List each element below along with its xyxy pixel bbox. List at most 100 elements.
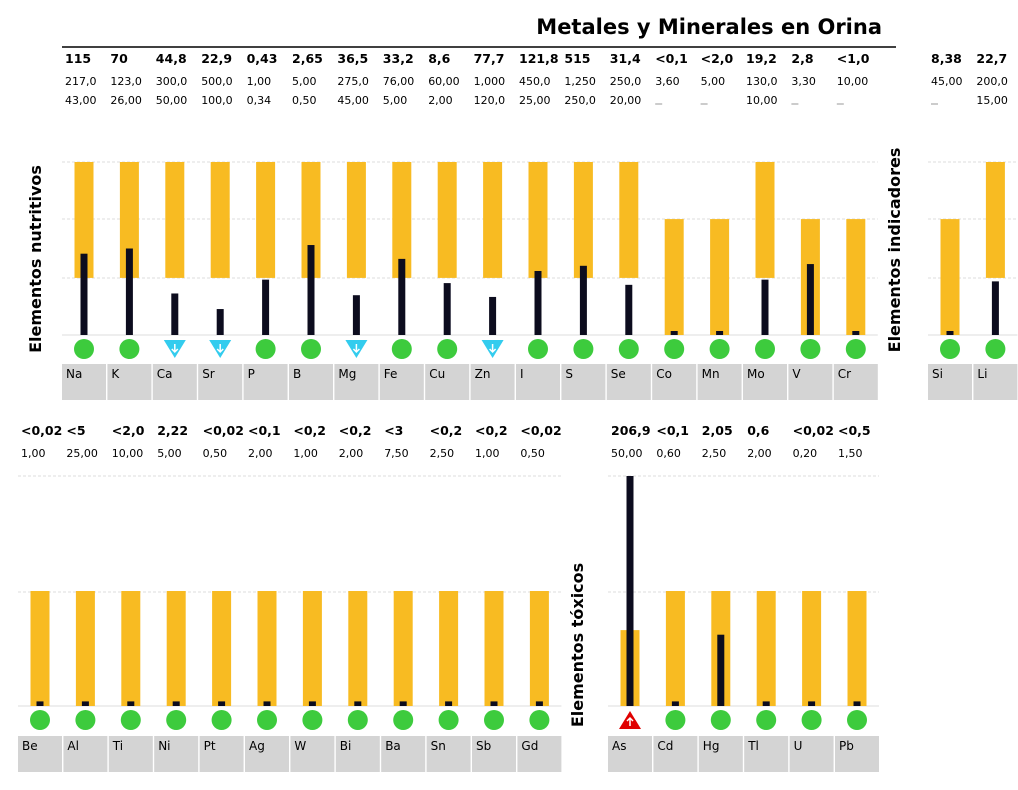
- category-box: [334, 364, 379, 400]
- value-label: <0,02: [21, 423, 62, 438]
- lower-limit: 250,0: [564, 94, 596, 107]
- element-Ca[interactable]: 44,8 300,0 50,00 Ca: [152, 51, 197, 400]
- lower-limit: 20,00: [610, 94, 642, 107]
- upper-limit: 1,250: [564, 75, 596, 88]
- lower-limit: 25,00: [519, 94, 551, 107]
- element-W[interactable]: <0,2 1,00 W: [290, 423, 335, 772]
- reference-range: [74, 162, 94, 278]
- element-I[interactable]: 121,8 450,0 25,00 I: [516, 51, 560, 400]
- category-box: [198, 364, 243, 400]
- element-P[interactable]: 0,43 1,00 0,34 P: [243, 51, 288, 400]
- category-label: V: [792, 367, 801, 381]
- down-arrow-icon: [216, 344, 224, 354]
- reference-range: [755, 162, 775, 278]
- element-Li[interactable]: 22,7 200,0 15,00 Li: [973, 51, 1018, 400]
- measured-bar: [534, 270, 542, 335]
- value-label: <0,2: [475, 423, 508, 438]
- status-ok-icon: [618, 339, 639, 359]
- upper-limit: 3,60: [655, 75, 680, 88]
- category-label: I: [520, 367, 524, 381]
- element-V[interactable]: 2,8 3,30 V: [788, 51, 833, 400]
- element-Gd[interactable]: <0,02 0,50 Gd: [517, 423, 562, 772]
- element-Mn[interactable]: <2,0 5,00 Mn: [697, 51, 742, 400]
- status-ok-icon: [484, 710, 504, 730]
- element-Tl[interactable]: 0,6 2,00 Tl: [744, 423, 789, 772]
- value-label: 22,9: [201, 51, 232, 66]
- category-box: [379, 364, 424, 400]
- element-Sb[interactable]: <0,2 1,00 Sb: [472, 423, 516, 772]
- lower-limit: 15,00: [976, 94, 1008, 107]
- category-label: Gd: [521, 739, 538, 753]
- element-Fe[interactable]: 33,2 76,00 5,00 Fe: [379, 51, 424, 400]
- category-box: [653, 736, 698, 772]
- element-S[interactable]: 515 1,250 250,0 S: [561, 51, 606, 400]
- measured-bar: [625, 284, 633, 335]
- category-box: [290, 736, 335, 772]
- element-Bi[interactable]: <0,2 2,00 Bi: [335, 423, 380, 772]
- element-U[interactable]: <0,02 0,20 U: [789, 423, 834, 772]
- panel-1: 8,38 45,00 Si 22,7 200,0 15,00 Li: [928, 51, 1018, 400]
- element-Cr[interactable]: <1,0 10,00 Cr: [833, 51, 878, 400]
- status-ok-icon: [74, 339, 94, 359]
- reference-range: [302, 591, 322, 706]
- measured-bar: [853, 701, 861, 706]
- category-box: [608, 736, 652, 772]
- upper-limit: 2,50: [702, 447, 727, 460]
- status-ok-icon: [211, 710, 232, 730]
- measured-bar: [671, 701, 679, 706]
- reference-range: [483, 162, 503, 278]
- category-label: Be: [22, 739, 38, 753]
- value-label: 121,8: [519, 51, 559, 66]
- value-label: 19,2: [746, 51, 777, 66]
- value-label: 70: [110, 51, 128, 66]
- category-box: [744, 736, 789, 772]
- element-Se[interactable]: 31,4 250,0 20,00 Se: [606, 51, 651, 400]
- category-label: Sb: [476, 739, 491, 753]
- element-Si[interactable]: 8,38 45,00 Si: [928, 51, 972, 400]
- category-box: [835, 736, 879, 772]
- status-ok-icon: [529, 710, 550, 730]
- lower-limit: 50,00: [156, 94, 188, 107]
- element-Sr[interactable]: 22,9 500,0 100,0 Sr: [198, 51, 243, 400]
- element-B[interactable]: 2,65 5,00 0,50 B: [289, 51, 333, 400]
- element-Pb[interactable]: <0,5 1,50 Pb: [835, 423, 879, 772]
- element-Sn[interactable]: <0,2 2,50 Sn: [426, 423, 471, 772]
- category-label: U: [794, 739, 803, 753]
- element-Pt[interactable]: <0,02 0,50 Pt: [199, 423, 244, 772]
- element-As[interactable]: 206,9 50,00 As: [608, 423, 652, 772]
- category-label: S: [565, 367, 573, 381]
- category-label: Ca: [157, 367, 173, 381]
- element-Be[interactable]: <0,02 1,00 Be: [18, 423, 62, 772]
- side-label-toxicos: Elementos tóxicos: [568, 563, 587, 727]
- measured-bar: [761, 279, 769, 335]
- value-label: 0,43: [247, 51, 278, 66]
- upper-limit: 2,00: [747, 447, 772, 460]
- measured-bar: [352, 295, 360, 335]
- element-Cd[interactable]: <0,1 0,60 Cd: [653, 423, 698, 772]
- measured-bar: [36, 701, 44, 706]
- element-Al[interactable]: <5 25,00 Al: [63, 423, 108, 772]
- reference-range: [256, 162, 276, 278]
- element-Hg[interactable]: 2,05 2,50 Hg: [698, 423, 743, 772]
- value-label: 2,05: [702, 423, 733, 438]
- category-box: [289, 364, 333, 400]
- element-Zn[interactable]: 77,7 1,000 120,0 Zn: [470, 51, 515, 400]
- element-Mo[interactable]: 19,2 130,0 10,00 Mo: [743, 51, 787, 400]
- element-K[interactable]: 70 123,0 26,00 K: [107, 51, 152, 400]
- category-box: [928, 364, 972, 400]
- category-label: Ni: [158, 739, 170, 753]
- element-Co[interactable]: <0,1 3,60 Co: [652, 51, 697, 400]
- status-ok-icon: [845, 339, 866, 359]
- element-Mg[interactable]: 36,5 275,0 45,00 Mg: [334, 51, 379, 400]
- element-Cu[interactable]: 8,6 60,00 2,00 Cu: [425, 51, 470, 400]
- element-Ti[interactable]: <2,0 10,00 Ti: [108, 423, 153, 772]
- value-label: 8,38: [931, 51, 962, 66]
- measured-bar: [445, 701, 453, 706]
- chart-title: Metales y Minerales en Orina: [536, 15, 882, 39]
- category-box: [472, 736, 516, 772]
- element-Ni[interactable]: 2,22 5,00 Ni: [154, 423, 199, 772]
- category-label: Co: [656, 367, 672, 381]
- element-Na[interactable]: 115 217,0 43,00 Na: [62, 51, 106, 400]
- element-Ag[interactable]: <0,1 2,00 Ag: [245, 423, 289, 772]
- element-Ba[interactable]: <3 7,50 Ba: [381, 423, 426, 772]
